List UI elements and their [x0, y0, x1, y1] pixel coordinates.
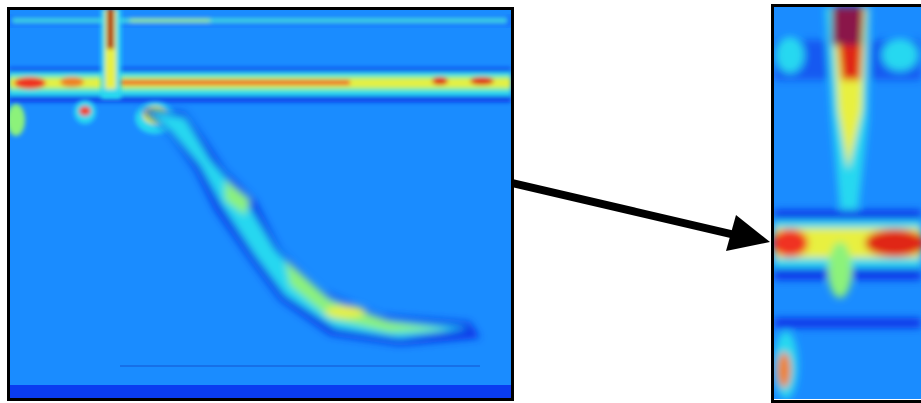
vertical-streak [101, 9, 121, 99]
arrow [511, 179, 770, 251]
top-streak [9, 16, 511, 26]
right-heatmap [774, 7, 921, 399]
horizontal-band [9, 68, 511, 102]
left-heatmap [9, 9, 511, 398]
zoom-features [774, 7, 921, 399]
right-frame [771, 4, 921, 403]
plume [140, 108, 480, 345]
bottom-band [9, 385, 511, 398]
left-frame [7, 7, 514, 401]
